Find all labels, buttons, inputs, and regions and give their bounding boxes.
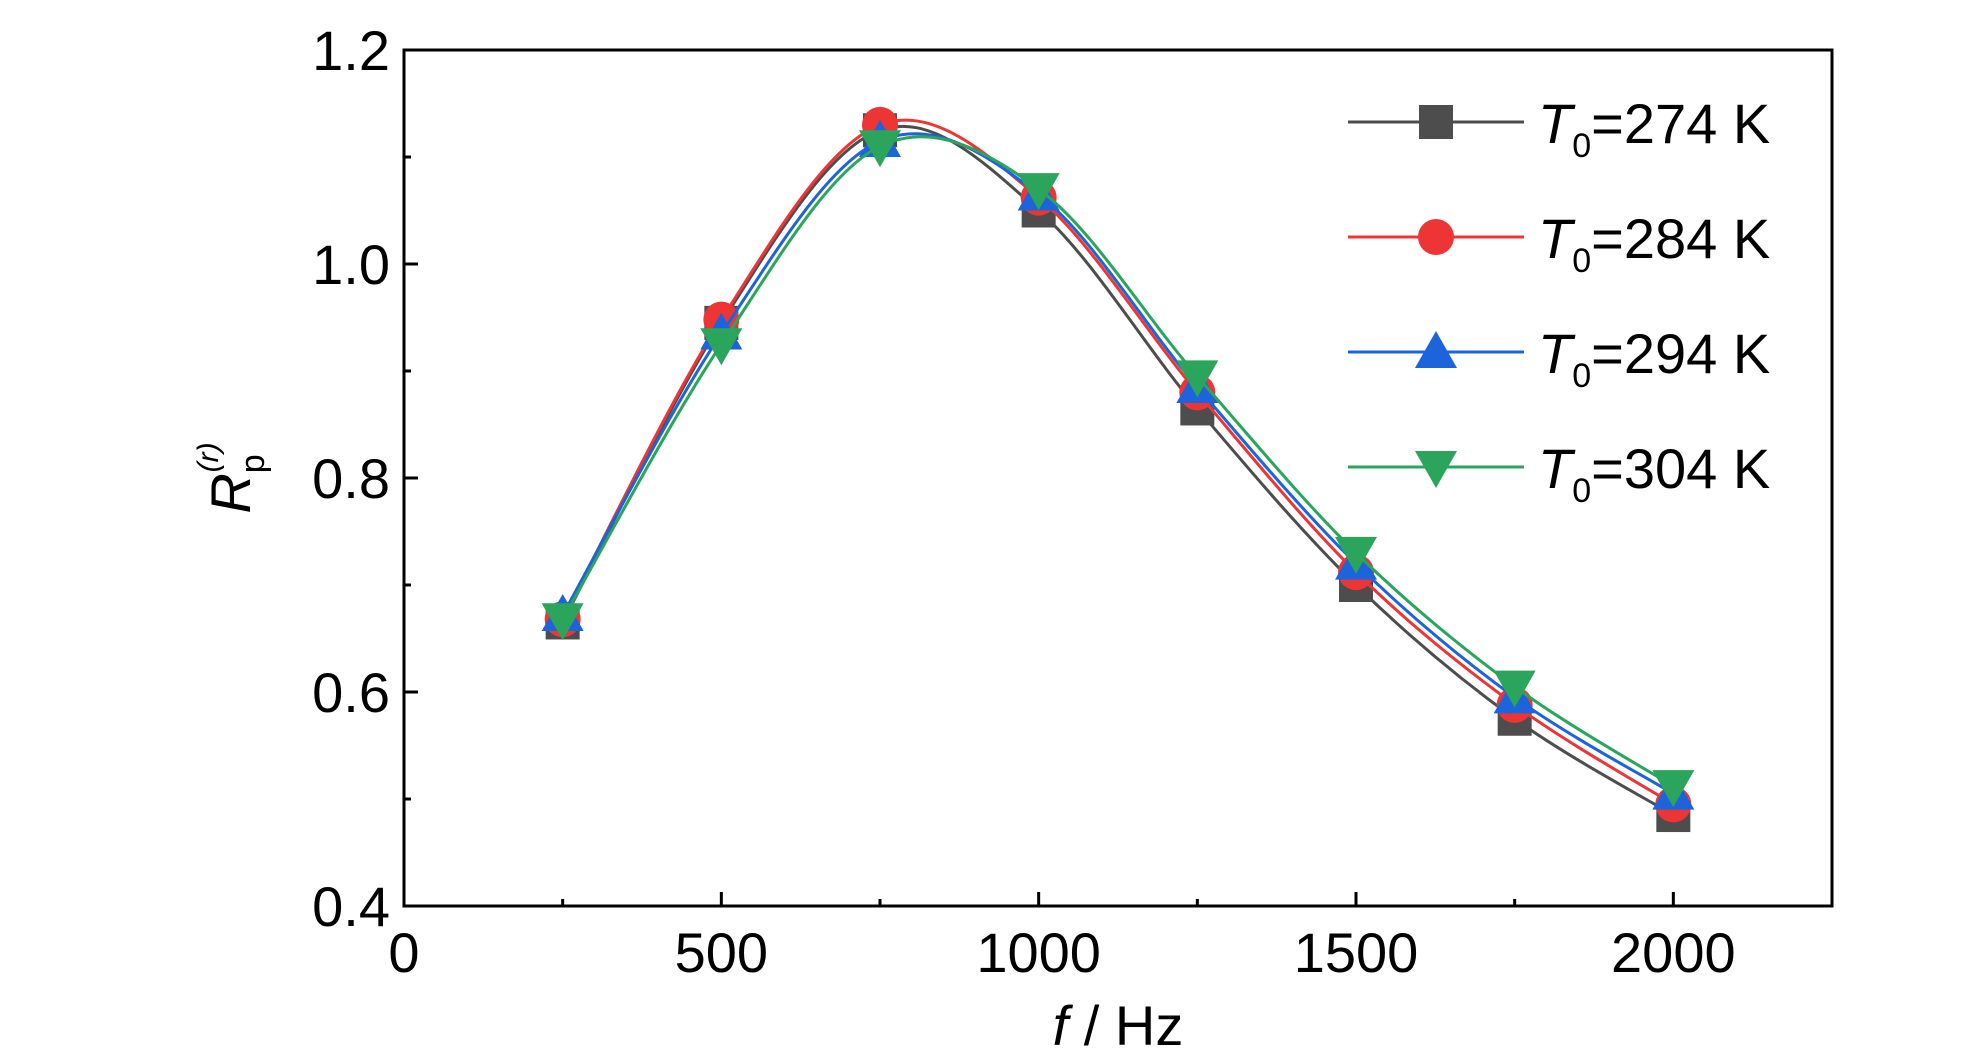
legend: T0=274 K T0=284 K T0=294 K T0=304 K <box>1330 70 1800 518</box>
data-point <box>700 328 743 366</box>
legend-marker <box>1418 219 1454 255</box>
y-axis-sup: (r) <box>192 442 225 472</box>
series-layer <box>541 106 1695 833</box>
legend-label: T0=274 K <box>1538 92 1770 165</box>
y-tick-label: 0.6 <box>312 661 390 724</box>
x-axis-title: f / Hz <box>1053 994 1184 1057</box>
y-tick-label: 0.8 <box>312 447 390 510</box>
y-axis-sub: p <box>234 454 272 473</box>
legend-label: T0=284 K <box>1538 207 1770 280</box>
x-tick-label: 500 <box>675 921 768 984</box>
x-tick-label: 1000 <box>976 921 1101 984</box>
legend-background <box>1330 70 1800 518</box>
data-point <box>1176 360 1219 398</box>
legend-marker <box>1415 451 1457 488</box>
series-304k <box>541 130 1695 808</box>
y-axis: 0.4 0.6 0.8 1.0 1.2 <box>312 19 418 938</box>
data-point <box>1493 670 1536 708</box>
y-tick-label: 1.0 <box>312 233 390 296</box>
y-axis-symbol: R <box>199 473 262 513</box>
data-point <box>541 603 584 641</box>
x-tick-label: 0 <box>388 921 419 984</box>
legend-entry: T0=304 K <box>1348 437 1770 510</box>
legend-marker <box>1415 331 1457 368</box>
legend-label: T0=304 K <box>1538 437 1770 510</box>
y-axis-title: Rp (r) <box>192 442 272 513</box>
x-axis: 0 500 1000 1500 2000 <box>388 892 1736 984</box>
data-point <box>859 130 901 168</box>
x-tick-label: 2000 <box>1611 921 1736 984</box>
legend-entry: T0=274 K <box>1348 92 1770 165</box>
y-tick-label: 0.4 <box>312 875 390 938</box>
legend-entry: T0=284 K <box>1348 207 1770 280</box>
data-point <box>1652 770 1695 808</box>
legend-marker <box>1419 105 1453 139</box>
legend-label: T0=294 K <box>1538 322 1770 395</box>
svg-text:Rp(r): Rp (r) <box>192 442 272 513</box>
data-point <box>1335 536 1377 574</box>
x-axis-unit: / Hz <box>1068 994 1183 1057</box>
y-tick-label: 1.2 <box>312 19 390 82</box>
x-tick-label: 1500 <box>1294 921 1419 984</box>
legend-entry: T0=294 K <box>1348 322 1770 395</box>
data-point <box>1017 173 1060 211</box>
